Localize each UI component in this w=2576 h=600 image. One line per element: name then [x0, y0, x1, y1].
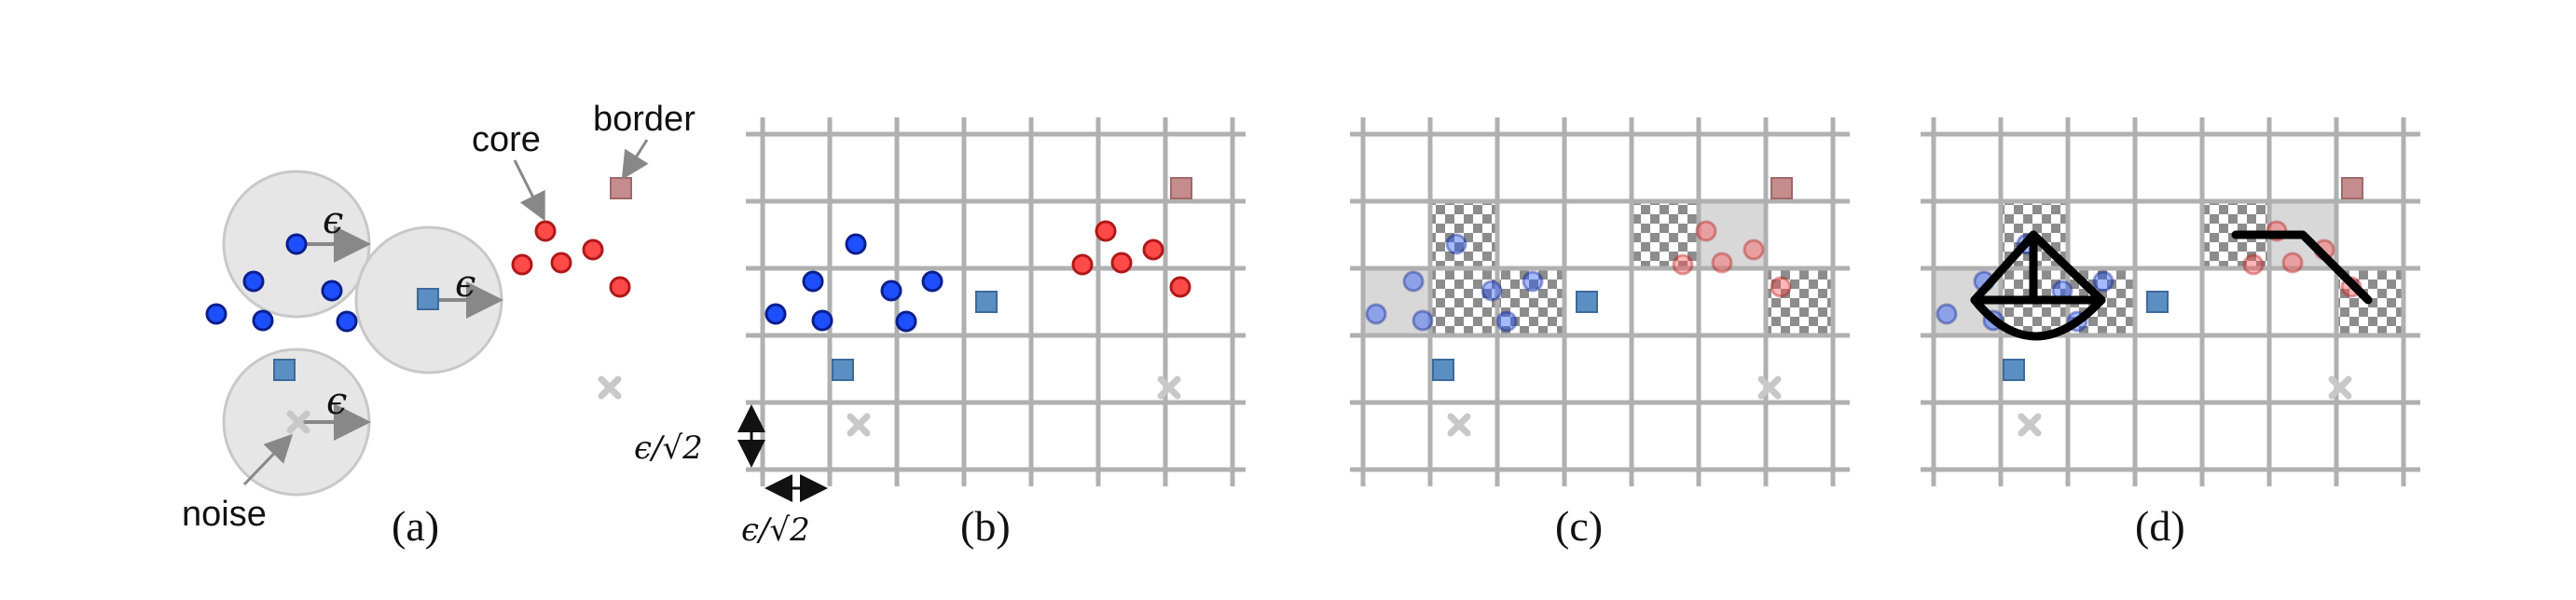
- red-core-point: [1142, 239, 1164, 261]
- blue-core-point: [1481, 280, 1503, 302]
- red-core-point: [1672, 253, 1694, 276]
- blue-core-point: [921, 270, 944, 293]
- cell-width-label: ϵ/√2: [741, 511, 810, 549]
- red-core-point: [1071, 253, 1094, 276]
- grid: [1350, 117, 1850, 486]
- epsilon-label-right: ϵ: [455, 263, 475, 306]
- blue-core-point: [285, 233, 308, 255]
- blue-core-point: [2092, 270, 2115, 293]
- noise-icon: [598, 375, 622, 400]
- blue-core-point: [895, 310, 917, 333]
- noise-pointer: [242, 433, 294, 486]
- panel-d: (d): [1921, 117, 2420, 550]
- panel-b: ϵ/√2 ϵ/√2 (b): [634, 117, 1246, 550]
- core-cell-checker: [1766, 268, 1833, 335]
- noise-icon: [2328, 375, 2352, 400]
- blue-border-point: [273, 359, 296, 381]
- red-core-point: [550, 252, 572, 274]
- core-cell-checker: [1430, 201, 1497, 268]
- blue-border-point: [975, 291, 998, 313]
- blue-core-point: [336, 310, 358, 333]
- red-core-point: [1110, 252, 1133, 274]
- red-core-point: [2281, 252, 2304, 274]
- panel-b-label: (b): [960, 502, 1011, 550]
- blue-core-points: [765, 233, 944, 333]
- red-core-point: [2242, 253, 2265, 276]
- blue-core-point: [321, 280, 343, 302]
- blue-border-point: [1576, 291, 1598, 313]
- blue-core-point: [1365, 303, 1387, 325]
- noise-label: noise: [182, 495, 267, 534]
- blue-core-point: [252, 309, 274, 332]
- red-core-point: [1711, 252, 1733, 274]
- border-label: border: [593, 100, 696, 139]
- red-border-point: [610, 177, 632, 199]
- blue-core-point: [205, 303, 227, 325]
- red-core-point: [609, 276, 631, 298]
- red-core-points: [1071, 220, 1192, 298]
- red-core-point: [1743, 239, 1765, 261]
- red-core-point: [1770, 276, 1792, 298]
- panel-d-label: (d): [2135, 502, 2185, 550]
- noise-icon: [847, 413, 871, 437]
- blue-core-point: [1522, 270, 1544, 293]
- panel-c: (c): [1350, 117, 1850, 550]
- panel-a: ϵ ϵ ϵ core: [182, 100, 696, 550]
- blue-core-point: [811, 309, 833, 332]
- red-core-point: [1169, 276, 1192, 298]
- blue-cluster-graph: [1970, 230, 2106, 341]
- faded-blue-core-points: [1365, 233, 1544, 333]
- core-cell-checker: [1430, 268, 1497, 335]
- epsilon-label-bottom: ϵ: [326, 380, 347, 423]
- blue-border-point: [2003, 359, 2025, 381]
- epsilon-label-top: ϵ: [323, 199, 343, 242]
- blue-core-point: [1495, 310, 1518, 333]
- blue-core-point: [765, 303, 787, 325]
- red-border-point: [2341, 177, 2363, 199]
- red-core-point: [1095, 220, 1117, 242]
- core-cell: [1363, 268, 1430, 335]
- cell-height-label: ϵ/√2: [634, 430, 703, 467]
- blue-core-points: [205, 233, 358, 333]
- red-cluster-graph: [2231, 230, 2373, 305]
- blue-border-point: [2146, 291, 2169, 313]
- noise-icon: [2018, 413, 2042, 437]
- blue-core-point: [880, 280, 902, 302]
- red-core-point: [1695, 220, 1717, 242]
- blue-core-point: [1402, 270, 1425, 293]
- blue-core-point: [802, 270, 824, 293]
- blue-core-point: [1445, 233, 1467, 255]
- blue-core-point: [1412, 309, 1434, 332]
- panel-c-label: (c): [1555, 502, 1603, 550]
- blue-core-point: [845, 233, 867, 255]
- noise-icon: [1447, 413, 1471, 437]
- blue-border-point: [1432, 359, 1454, 381]
- red-core-point: [582, 239, 604, 261]
- panel-a-label: (a): [392, 502, 439, 550]
- core-label: core: [472, 120, 541, 159]
- blue-core-point: [1935, 303, 1958, 325]
- grid: [746, 117, 1246, 486]
- noise-icon: [286, 410, 310, 434]
- red-core-point: [534, 220, 557, 242]
- noise-icon: [1157, 375, 1181, 400]
- core-cell-checker: [1632, 201, 1699, 268]
- border-pointer: [621, 139, 649, 181]
- noise-icon: [1757, 375, 1782, 400]
- red-core-points: [511, 220, 631, 298]
- red-border-point: [1170, 177, 1192, 199]
- red-core-point: [511, 253, 533, 276]
- red-border-point: [1770, 177, 1793, 199]
- core-pointer: [513, 159, 545, 222]
- blue-border-point: [417, 288, 439, 310]
- blue-core-point: [242, 270, 265, 293]
- core-cell: [1699, 201, 1766, 268]
- faded-red-core-points: [1672, 220, 1792, 298]
- blue-border-point: [832, 359, 854, 381]
- core-cell-checker: [1497, 268, 1564, 335]
